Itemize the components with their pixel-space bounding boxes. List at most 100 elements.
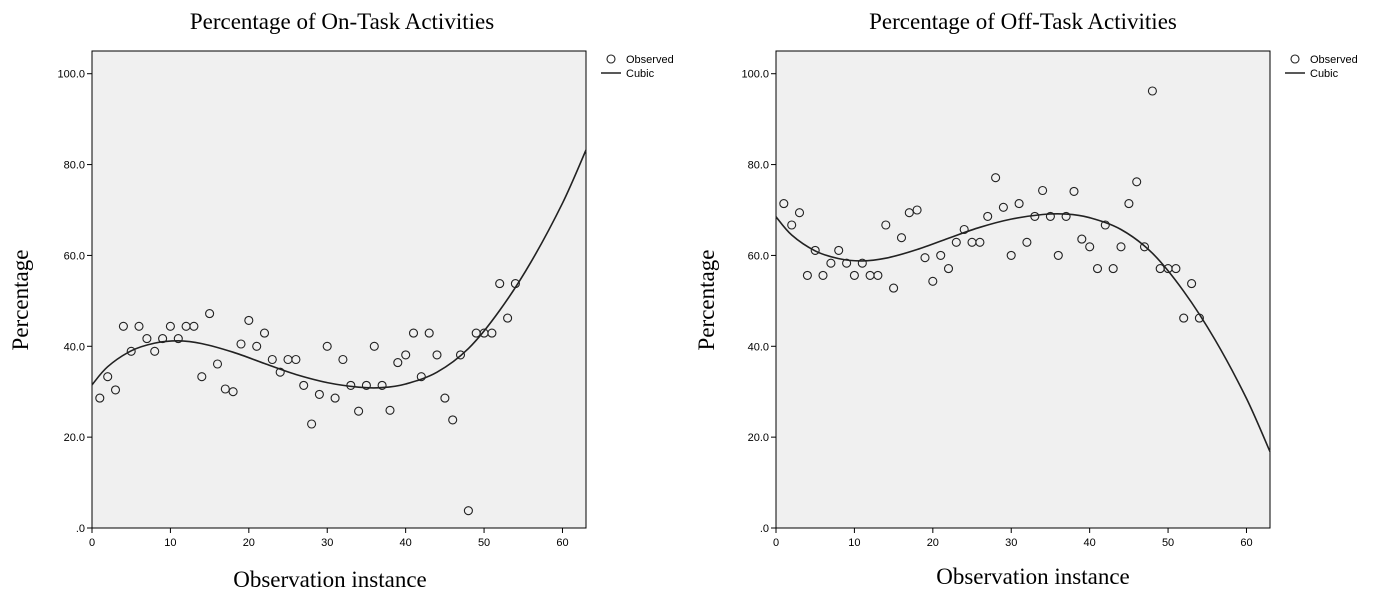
observed-points-layer xyxy=(95,279,520,516)
observed-point xyxy=(134,321,144,331)
observed-point xyxy=(236,339,246,349)
observed-point xyxy=(1014,199,1024,209)
x-axis-label: Observation instance xyxy=(233,567,427,590)
observed-point xyxy=(126,346,136,356)
observed-point xyxy=(912,205,922,215)
observed-point xyxy=(857,258,867,268)
observed-point xyxy=(810,245,820,255)
observed-point xyxy=(920,253,930,263)
observed-point xyxy=(393,358,403,368)
observed-point xyxy=(826,258,836,268)
observed-point xyxy=(330,393,340,403)
y-tick-label: 20.0 xyxy=(748,432,769,444)
observed-point xyxy=(385,405,395,415)
observed-point xyxy=(779,199,789,209)
observed-point xyxy=(1194,313,1204,323)
observed-point xyxy=(205,309,215,319)
observed-point xyxy=(1108,264,1118,274)
x-axis-label: Observation instance xyxy=(936,564,1130,589)
observed-point xyxy=(1038,185,1048,196)
y-tick-label: 80.0 xyxy=(64,160,85,172)
observed-point xyxy=(936,250,946,260)
observed-point xyxy=(361,380,371,390)
y-tick-label: 100.0 xyxy=(741,69,769,81)
observed-point xyxy=(951,237,961,247)
x-tick-label: 50 xyxy=(478,537,490,549)
observed-point xyxy=(1030,211,1040,221)
y-tick-label: .0 xyxy=(760,523,769,535)
x-tick-label: 20 xyxy=(243,537,255,549)
x-tick-label: 40 xyxy=(400,537,412,549)
observed-points-layer xyxy=(779,86,1204,323)
observed-point xyxy=(998,202,1008,212)
observed-point xyxy=(212,359,223,369)
observed-point xyxy=(432,350,442,360)
observed-point xyxy=(346,380,356,390)
observed-point xyxy=(291,354,301,365)
observed-point xyxy=(787,220,797,230)
observed-point xyxy=(228,387,238,397)
cubic-fit-layer xyxy=(91,149,587,389)
observed-point xyxy=(1077,234,1087,244)
observed-point xyxy=(110,385,121,395)
observed-point xyxy=(943,264,954,274)
observed-point xyxy=(1132,177,1142,187)
observed-point xyxy=(842,258,852,268)
observed-point xyxy=(1179,313,1189,323)
x-tick-label: 0 xyxy=(89,537,95,549)
x-tick-label: 40 xyxy=(1084,537,1096,549)
observed-point xyxy=(928,276,938,286)
observed-point xyxy=(401,350,411,360)
observed-point xyxy=(991,173,1001,183)
observed-point xyxy=(1187,279,1197,289)
observed-point xyxy=(1061,211,1071,221)
plot-area xyxy=(91,50,587,529)
observed-point xyxy=(314,389,324,399)
observed-point xyxy=(983,211,993,221)
y-tick-label: 60.0 xyxy=(748,250,769,262)
observed-point xyxy=(1006,250,1016,260)
observed-point xyxy=(165,321,175,331)
y-tick-label: 40.0 xyxy=(748,341,769,353)
cubic-fit-line xyxy=(91,149,587,389)
on-task-chart: Percentage of On-Task Activities 0 10 20 30… xyxy=(8,9,674,590)
observed-point xyxy=(959,224,969,235)
observed-point xyxy=(904,208,914,218)
observed-point xyxy=(495,279,505,289)
chart-title: Percentage of Off-Task Activities xyxy=(869,9,1177,34)
observed-point xyxy=(158,334,168,344)
x-tick-label: 0 xyxy=(773,537,779,549)
y-tick-label: 100.0 xyxy=(57,69,85,81)
observed-point xyxy=(873,270,883,280)
legend-cubic-label: Cubic xyxy=(626,68,655,80)
observed-point xyxy=(197,372,207,382)
observed-point xyxy=(173,334,183,344)
cubic-fit-line xyxy=(775,212,1271,453)
legend: Observed Cubic xyxy=(1285,54,1358,80)
y-tick-label: 80.0 xyxy=(748,160,769,172)
y-tick-label: 20.0 xyxy=(64,432,85,444)
plot-area xyxy=(775,50,1271,529)
observed-point xyxy=(299,380,309,390)
legend-observed-marker xyxy=(1290,54,1300,64)
cubic-fit-layer xyxy=(775,212,1271,453)
observed-point xyxy=(1092,264,1103,274)
observed-point xyxy=(275,367,285,377)
observed-point xyxy=(889,283,899,293)
observed-point xyxy=(150,346,160,356)
observed-point xyxy=(1124,199,1134,209)
observed-point xyxy=(244,315,254,325)
observed-point xyxy=(416,372,426,382)
y-tick-label: 40.0 xyxy=(64,341,85,353)
observed-point xyxy=(338,354,348,365)
observed-point xyxy=(802,270,812,280)
legend: Observed Cubic xyxy=(601,54,674,80)
observed-point xyxy=(267,354,277,365)
observed-point xyxy=(1085,242,1095,252)
y-axis-label: Percentage xyxy=(8,250,33,351)
x-tick-label: 30 xyxy=(1005,537,1017,549)
chart-title: Percentage of On-Task Activities xyxy=(190,9,494,34)
observed-point xyxy=(1139,242,1150,252)
